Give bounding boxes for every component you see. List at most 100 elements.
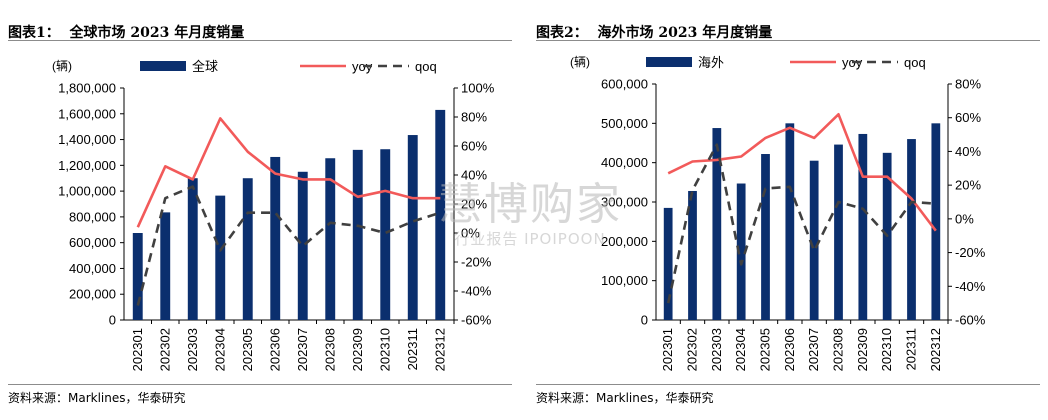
bar	[242, 178, 253, 320]
bar	[160, 212, 171, 320]
right-tick-label: -40%	[955, 279, 986, 294]
right-tick-label: -20%	[461, 255, 492, 270]
left-tick-label: 600,000	[601, 77, 648, 92]
bar	[270, 156, 281, 320]
bar	[435, 109, 446, 321]
right-tick-label: 20%	[955, 178, 981, 193]
x-tick-label: 202301	[130, 328, 145, 371]
bar	[352, 149, 363, 320]
left-tick-label: 0	[641, 313, 648, 328]
right-tick-label: 40%	[461, 168, 487, 183]
left-tick-label: 1,000,000	[58, 184, 116, 199]
x-tick-label: 202307	[295, 328, 310, 371]
chart-title: 图表1： 全球市场 2023 年月度销量	[8, 25, 245, 41]
right-tick-label: 40%	[955, 144, 981, 159]
title-rule	[8, 40, 512, 41]
right-tick-label: 60%	[955, 110, 981, 125]
bar	[688, 190, 697, 320]
bar	[132, 233, 143, 320]
right-tick-label: 80%	[955, 77, 981, 92]
legend-label: 海外	[698, 55, 724, 70]
x-tick-label: 202304	[212, 328, 227, 371]
bar	[297, 171, 308, 320]
left-tick-label: 800,000	[69, 209, 116, 224]
legend-label: yoy	[352, 59, 373, 74]
left-tick-label: 1,400,000	[58, 132, 116, 147]
bar	[325, 158, 336, 320]
unit-label: (辆)	[570, 55, 590, 69]
chart-panel-global: 图表1： 全球市场 2023 年月度销量 0 200,000 400,000 600,…	[0, 0, 520, 420]
x-tick-label: 202303	[709, 328, 724, 371]
bar	[215, 195, 226, 320]
right-tick-label: 100%	[461, 81, 495, 96]
left-tick-label: 1,800,000	[58, 81, 116, 96]
x-tick-label: 202306	[782, 328, 797, 371]
x-tick-label: 202311	[405, 328, 420, 370]
source-rule	[8, 384, 512, 385]
right-tick-label: -40%	[461, 284, 492, 299]
title-rule	[536, 40, 1040, 41]
bar	[380, 149, 391, 320]
legend-label: qoq	[904, 55, 926, 70]
x-tick-label: 202308	[322, 328, 337, 371]
x-tick-label: 202302	[685, 328, 700, 371]
x-tick-label: 202312	[928, 328, 943, 371]
overseas-sales-chart: 0 100,000 200,000 300,000 400,000 500,000 600,…	[570, 55, 986, 371]
left-tick-label: 600,000	[69, 235, 116, 250]
bar	[907, 139, 916, 320]
right-tick-label: 0%	[461, 226, 480, 241]
bar	[407, 135, 418, 320]
left-tick-label: 200,000	[601, 234, 648, 249]
source-note: 资料来源：Marklines，华泰研究	[536, 391, 714, 405]
left-tick-label: 400,000	[69, 261, 116, 276]
left-tick-label: 1,200,000	[58, 158, 116, 173]
chart-panel-overseas: 图表2： 海外市场 2023 年月度销量 0 100,000 200,000 300,…	[528, 0, 1048, 420]
bar	[712, 128, 722, 320]
left-tick-label: 200,000	[69, 287, 116, 302]
chart-title: 图表2： 海外市场 2023 年月度销量	[536, 25, 773, 41]
x-tick-label: 202311	[904, 328, 919, 370]
bar	[663, 207, 673, 320]
right-tick-label: -60%	[461, 313, 492, 328]
right-tick-label: -20%	[955, 245, 986, 260]
yoy-line	[667, 113, 937, 232]
bar	[761, 154, 770, 320]
right-tick-label: 0%	[955, 211, 974, 226]
x-tick-label: 202309	[855, 328, 870, 371]
source-note: 资料来源：Marklines，华泰研究	[8, 391, 186, 405]
left-tick-label: 400,000	[601, 155, 648, 170]
x-tick-label: 202301	[660, 328, 675, 371]
x-tick-label: 202305	[758, 328, 773, 371]
right-tick-label: 60%	[461, 139, 487, 154]
x-tick-label: 202305	[240, 328, 255, 371]
legend-label: qoq	[415, 59, 437, 74]
x-tick-label: 202312	[432, 328, 447, 371]
bar	[785, 123, 795, 320]
qoq-line	[666, 143, 936, 304]
source-rule	[536, 384, 1040, 385]
left-tick-label: 500,000	[601, 116, 648, 131]
x-tick-label: 202308	[831, 328, 846, 371]
bar	[736, 183, 746, 320]
bar	[187, 178, 198, 320]
legend-swatch-bar	[140, 61, 186, 71]
global-sales-chart: 0 200,000 400,000 600,000 800,000 1,000,000 1,…	[52, 59, 495, 371]
left-tick-label: 100,000	[601, 273, 648, 288]
bar	[834, 144, 843, 320]
x-tick-label: 202304	[733, 328, 748, 371]
legend-label: 全球	[192, 59, 218, 74]
qoq-line	[136, 185, 441, 306]
legend-swatch-bar	[646, 57, 692, 67]
right-tick-label: -60%	[955, 313, 986, 328]
x-tick-label: 202306	[267, 328, 282, 371]
right-tick-label: 20%	[461, 197, 487, 212]
x-tick-label: 202307	[806, 328, 821, 371]
bar	[809, 160, 819, 320]
left-tick-label: 300,000	[601, 195, 648, 210]
bar	[858, 133, 868, 320]
x-tick-label: 202302	[157, 328, 172, 371]
x-tick-label: 202310	[377, 328, 392, 371]
left-tick-label: 0	[109, 313, 116, 328]
x-tick-label: 202309	[350, 328, 365, 371]
bar	[931, 123, 941, 320]
